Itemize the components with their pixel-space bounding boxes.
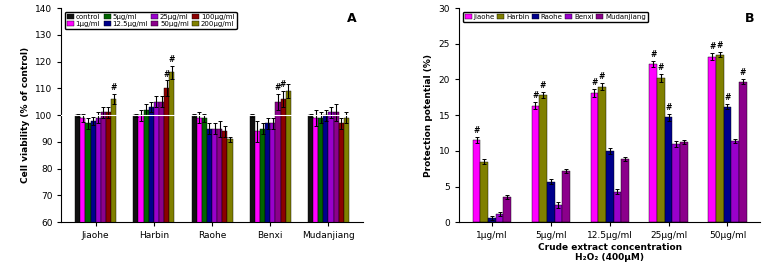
Bar [739, 82, 746, 222]
Bar [591, 93, 598, 222]
Bar [598, 87, 606, 222]
Bar [731, 141, 739, 222]
Bar [96, 118, 101, 271]
Bar [75, 115, 80, 271]
Bar [503, 197, 511, 222]
Bar [313, 118, 318, 271]
Bar [191, 115, 197, 271]
Bar [265, 123, 270, 271]
Bar [650, 64, 657, 222]
Bar [255, 131, 260, 271]
Text: #: # [169, 55, 175, 64]
Bar [91, 121, 96, 271]
Text: A: A [347, 12, 356, 25]
Text: #: # [740, 68, 746, 77]
X-axis label: Crude extract concentration
H₂O₂ (400μM): Crude extract concentration H₂O₂ (400μM) [538, 243, 682, 262]
Bar [250, 115, 255, 271]
Bar [227, 139, 233, 271]
Bar [276, 102, 280, 271]
Text: #: # [709, 42, 715, 51]
Text: #: # [532, 91, 538, 100]
Text: #: # [724, 93, 730, 102]
Bar [481, 162, 488, 222]
Text: #: # [164, 70, 170, 79]
Bar [318, 118, 323, 271]
Text: #: # [111, 83, 117, 92]
Text: #: # [540, 81, 546, 90]
Text: #: # [657, 63, 664, 72]
Bar [159, 102, 164, 271]
Y-axis label: Protection potential (%): Protection potential (%) [424, 54, 433, 177]
Bar [280, 99, 286, 271]
Bar [138, 115, 144, 271]
Text: #: # [275, 83, 281, 92]
Text: B: B [745, 12, 754, 25]
Bar [333, 112, 339, 271]
Bar [339, 123, 344, 271]
Bar [716, 54, 723, 222]
Bar [197, 118, 202, 271]
Text: #: # [650, 50, 657, 59]
Text: #: # [591, 78, 598, 87]
Bar [531, 106, 539, 222]
Legend: control, 1μg/ml, 5μg/ml, 12.5μg/ml, 25μg/ml, 50μg/ml, 100μg/ml, 200μg/ml: control, 1μg/ml, 5μg/ml, 12.5μg/ml, 25μg… [65, 12, 237, 29]
Y-axis label: Cell viability (% of control): Cell viability (% of control) [21, 47, 30, 183]
Bar [154, 102, 159, 271]
Bar [606, 151, 614, 222]
Bar [329, 112, 333, 271]
Bar [80, 118, 85, 271]
Text: #: # [665, 103, 672, 112]
Bar [614, 192, 621, 222]
Bar [111, 99, 116, 271]
Bar [270, 123, 276, 271]
Bar [539, 95, 547, 222]
Bar [323, 115, 329, 271]
Bar [286, 91, 291, 271]
Bar [169, 72, 174, 271]
Text: #: # [280, 80, 286, 89]
Bar [134, 115, 138, 271]
Bar [85, 123, 91, 271]
Bar [202, 118, 207, 271]
Bar [222, 131, 227, 271]
Bar [665, 117, 673, 222]
Bar [473, 140, 481, 222]
Bar [164, 88, 169, 271]
Bar [680, 142, 687, 222]
Bar [495, 214, 503, 222]
Bar [217, 128, 222, 271]
Bar [488, 218, 495, 222]
Bar [207, 128, 212, 271]
Bar [149, 107, 154, 271]
Bar [344, 118, 349, 271]
Bar [673, 144, 680, 222]
Bar [212, 128, 217, 271]
Bar [621, 159, 629, 222]
Bar [101, 112, 106, 271]
Legend: Jiaohe, Harbin, Raohe, Benxi, Mudanjiang: Jiaohe, Harbin, Raohe, Benxi, Mudanjiang [462, 12, 648, 22]
Bar [657, 78, 665, 222]
Bar [708, 57, 716, 222]
Bar [308, 115, 313, 271]
Bar [547, 182, 554, 222]
Bar [144, 110, 149, 271]
Bar [260, 128, 265, 271]
Text: #: # [717, 41, 723, 50]
Bar [562, 171, 570, 222]
Text: #: # [599, 72, 605, 81]
Bar [106, 112, 111, 271]
Text: #: # [473, 126, 480, 135]
Bar [554, 205, 562, 222]
Bar [723, 107, 731, 222]
